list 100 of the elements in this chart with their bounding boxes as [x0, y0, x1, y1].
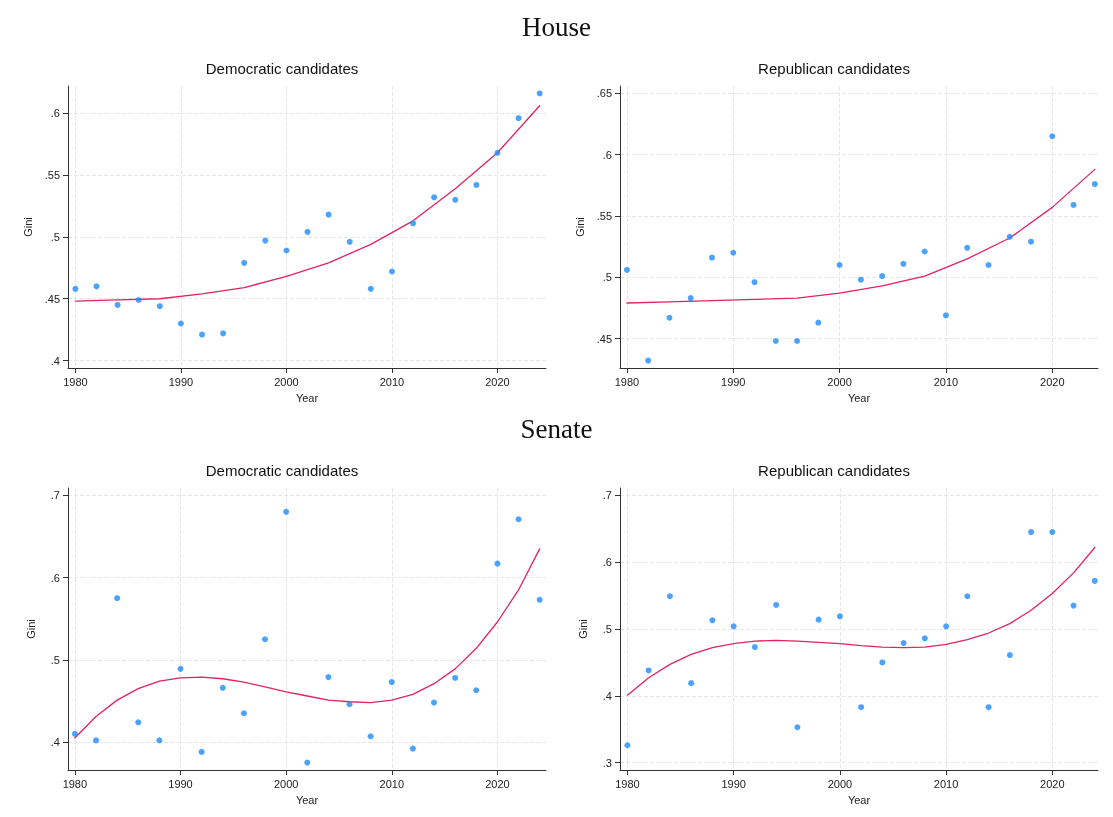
- point: [93, 737, 99, 744]
- point: [857, 276, 864, 283]
- point: [709, 617, 716, 624]
- point: [836, 262, 843, 269]
- point: [346, 701, 353, 708]
- x-axis-title: Year: [847, 391, 871, 404]
- point: [473, 687, 480, 694]
- point: [198, 748, 205, 755]
- point: [1091, 577, 1098, 584]
- point: [1049, 529, 1056, 536]
- x-tick-label: 1980: [62, 777, 88, 790]
- point: [494, 149, 501, 156]
- y-tick-label: .6: [602, 148, 612, 161]
- point: [751, 279, 758, 286]
- y-tick-label: .7: [602, 489, 612, 502]
- x-tick-label: 2020: [1040, 777, 1065, 790]
- point: [410, 220, 417, 227]
- y-axis-title: Gini: [576, 619, 589, 639]
- point: [836, 613, 843, 620]
- point: [283, 508, 290, 515]
- point: [114, 301, 121, 308]
- x-tick-label: 2000: [274, 375, 299, 388]
- y-tick-label: .45: [596, 332, 612, 345]
- point: [879, 273, 886, 280]
- point: [985, 704, 992, 711]
- point: [645, 357, 652, 364]
- x-axis-title: Year: [295, 793, 319, 806]
- x-tick-label: 2000: [273, 777, 299, 790]
- point: [985, 262, 992, 269]
- point: [794, 724, 801, 731]
- point: [262, 636, 269, 643]
- point: [346, 238, 353, 245]
- line-series: [74, 105, 541, 302]
- x-tick-label: 2000: [827, 375, 852, 388]
- point: [666, 593, 673, 600]
- y-tick-label: .4: [602, 689, 612, 702]
- point: [515, 516, 522, 523]
- x-tick-label: 2020: [485, 375, 510, 388]
- point: [688, 680, 695, 687]
- point: [135, 296, 142, 303]
- chart-title: Republican candidates: [758, 462, 910, 479]
- point: [815, 319, 822, 326]
- point: [240, 710, 247, 717]
- x-tick-label: 2010: [379, 375, 405, 388]
- x-tick-label: 1980: [63, 375, 88, 388]
- point: [708, 254, 715, 261]
- point: [772, 338, 779, 345]
- point: [304, 228, 311, 235]
- x-tick-label: 1980: [614, 375, 640, 388]
- y-tick-label: .55: [596, 209, 612, 222]
- line-series: [626, 546, 1096, 696]
- x-tick-label: 2010: [933, 375, 959, 388]
- y-tick-label: .5: [50, 230, 60, 243]
- x-axis-title: Year: [847, 793, 871, 806]
- y-tick-label: .6: [50, 571, 60, 584]
- y-tick-label: .4: [50, 736, 60, 749]
- y-axis-title: Gini: [22, 217, 35, 237]
- point: [1091, 181, 1098, 188]
- point: [135, 719, 142, 726]
- point: [536, 596, 543, 603]
- point: [367, 285, 374, 292]
- point: [1006, 652, 1013, 659]
- point: [858, 704, 865, 711]
- point: [964, 593, 971, 600]
- point: [283, 247, 290, 254]
- text: Senate: [519, 414, 594, 445]
- chart-title: Democratic candidates: [205, 462, 359, 479]
- point: [71, 730, 78, 737]
- point: [730, 623, 737, 630]
- y-tick-label: .65: [596, 87, 612, 100]
- x-tick-label: 2020: [1040, 375, 1065, 388]
- point: [220, 330, 227, 337]
- y-tick-label: .7: [50, 489, 60, 502]
- x-tick-label: 2010: [379, 777, 405, 790]
- point: [494, 560, 501, 567]
- x-tick-label: 1990: [168, 375, 194, 388]
- point: [156, 737, 163, 744]
- point: [624, 742, 631, 749]
- point: [879, 659, 886, 666]
- point: [942, 312, 949, 319]
- point: [114, 595, 121, 602]
- point: [177, 665, 184, 672]
- x-tick-label: 2010: [933, 777, 959, 790]
- point: [943, 623, 950, 630]
- y-tick-label: .4: [50, 354, 60, 367]
- point: [1070, 201, 1077, 208]
- point: [536, 90, 543, 97]
- x-tick-label: 2000: [827, 777, 853, 790]
- point: [623, 266, 630, 273]
- y-tick-label: .55: [44, 169, 60, 182]
- chart-title: Democratic candidates: [205, 60, 359, 77]
- point: [794, 338, 801, 345]
- point: [751, 644, 758, 651]
- point: [367, 733, 374, 740]
- point: [219, 684, 226, 691]
- point: [431, 699, 438, 706]
- point: [1028, 238, 1035, 245]
- point: [815, 616, 822, 623]
- point: [921, 635, 928, 642]
- point: [452, 196, 459, 203]
